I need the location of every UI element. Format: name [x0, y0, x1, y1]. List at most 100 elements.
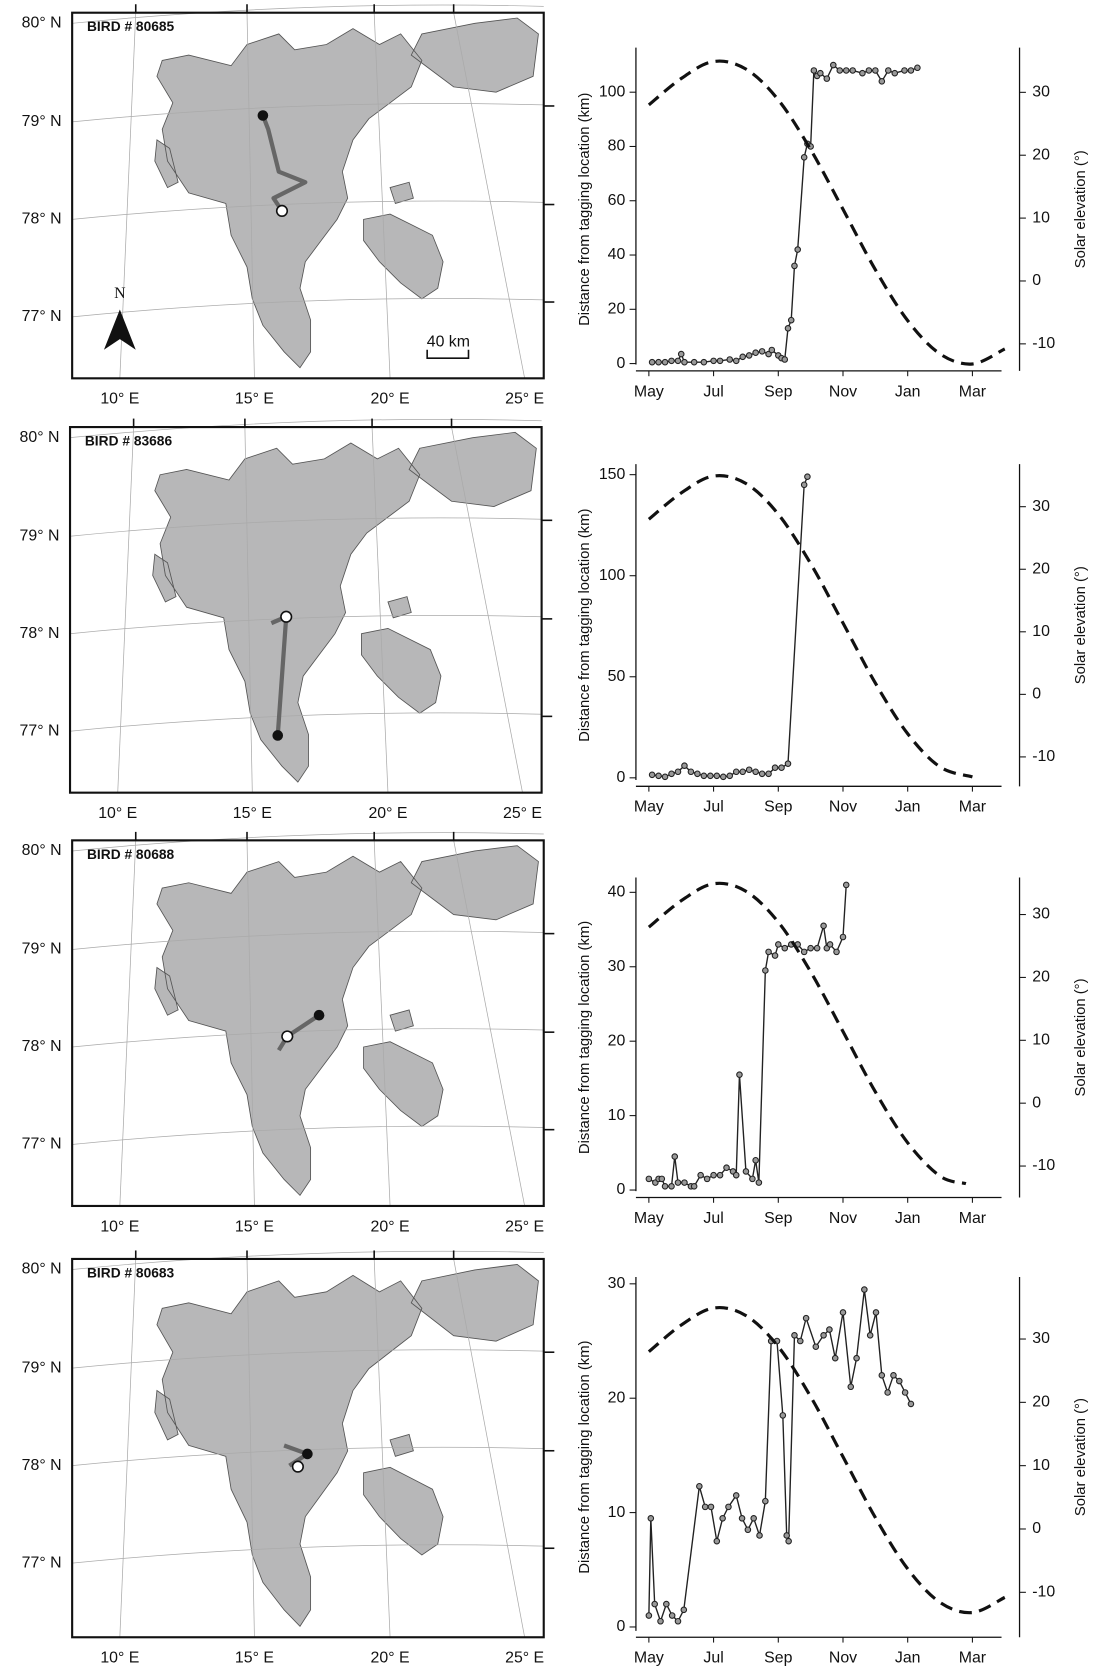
landmass — [154, 1263, 539, 1627]
distance-point — [663, 1600, 670, 1608]
scale-label: 40 km — [427, 333, 470, 350]
x-tick-label: Jan — [895, 383, 921, 400]
distance-point — [677, 350, 685, 358]
parallel — [72, 1125, 544, 1145]
distance-point — [907, 1400, 915, 1408]
y-tick-label: 80 — [608, 138, 626, 155]
y2-tick-label: 30 — [1032, 1330, 1050, 1347]
meridian — [371, 427, 389, 793]
x-tick-label: Jul — [703, 1210, 723, 1227]
y2-tick-label: -10 — [1032, 1584, 1055, 1601]
lon-label: 25° E — [505, 1218, 544, 1235]
distance-point — [690, 1183, 698, 1190]
lat-label: 79° N — [20, 527, 60, 544]
distance-point — [703, 1175, 711, 1183]
y2-tick-label: 0 — [1032, 1520, 1041, 1537]
distance-point — [674, 357, 682, 365]
lon-label: 15° E — [235, 1218, 274, 1235]
distance-point — [762, 1497, 769, 1505]
y-axis-label: Distance from tagging location (km) — [577, 921, 593, 1154]
distance-point — [661, 358, 669, 366]
x-tick-label: Mar — [959, 1650, 987, 1667]
distance-point — [755, 1179, 763, 1186]
lon-label: 15° E — [235, 1650, 274, 1667]
meridian — [246, 840, 255, 1206]
lat-label: 77° N — [22, 1136, 62, 1153]
y2-tick-label: -10 — [1032, 748, 1055, 765]
distance-point — [779, 1412, 787, 1419]
lat-label: 78° N — [22, 1457, 62, 1474]
distance-point — [739, 768, 746, 776]
distance-point — [826, 1326, 833, 1333]
distance-point — [787, 316, 795, 324]
solar-curve — [647, 1306, 1006, 1615]
y-tick-label: 30 — [608, 958, 626, 975]
distance-point — [719, 1515, 726, 1522]
lon-label: 10° E — [100, 1650, 139, 1667]
parallel — [72, 930, 544, 950]
landmass — [154, 17, 539, 369]
lat-label: 78° N — [20, 625, 60, 642]
distance-point — [690, 358, 698, 366]
distance-point — [668, 357, 675, 365]
start-point — [257, 110, 269, 121]
lon-label: 20° E — [371, 391, 410, 408]
tag-point — [280, 610, 293, 623]
y-axis-label: Distance from tagging location (km) — [577, 93, 593, 326]
distance-point — [668, 1612, 676, 1619]
distance-point — [836, 67, 844, 74]
distance-point — [701, 1503, 709, 1511]
lat-label: 77° N — [22, 1554, 62, 1571]
meridian — [373, 840, 391, 1206]
distance-point — [823, 75, 831, 82]
lon-label: 25° E — [503, 805, 542, 822]
map: BIRD # 80688 80° N 79° N 78° N 77° N 10° E 15°… — [22, 831, 555, 1235]
distance-point — [657, 1617, 664, 1625]
bird-label: BIRD # 83686 — [85, 434, 173, 449]
lon-label: 10° E — [98, 805, 137, 822]
solar-curve — [647, 59, 1006, 366]
distance-point — [914, 64, 921, 72]
meridian — [246, 1258, 255, 1638]
distance-point — [833, 948, 840, 956]
distance-point — [681, 762, 688, 769]
distance-point — [674, 768, 682, 776]
y-tick-label: 10 — [608, 1504, 626, 1521]
distance-point — [647, 1515, 655, 1522]
y2-tick-label: 10 — [1032, 209, 1050, 226]
distance-point — [784, 325, 792, 332]
distance-point — [842, 881, 850, 889]
distance-point — [781, 356, 789, 363]
track — [260, 114, 308, 213]
distance-point — [890, 1372, 897, 1379]
distance-point — [713, 1537, 721, 1545]
lat-label: 79° N — [22, 941, 62, 958]
distance-point — [771, 764, 779, 772]
meridian — [453, 12, 526, 379]
distance-point — [901, 1389, 909, 1396]
distance-point — [807, 944, 814, 952]
distance-point — [797, 1337, 804, 1345]
map: BIRD # 80685 80° N 79° N 78° N 77° N 10° E 15°… — [22, 4, 555, 408]
distance-point — [842, 67, 850, 74]
y-tick-label: 40 — [608, 884, 626, 901]
distance-point — [791, 262, 798, 270]
y2-axis-label: Solar elevation (°) — [1073, 978, 1089, 1096]
distance-point — [671, 1153, 679, 1160]
lat-label: 80° N — [22, 15, 62, 32]
distance-point — [884, 1389, 891, 1396]
distance-point — [707, 1503, 715, 1511]
start-point — [313, 1009, 325, 1021]
x-tick-label: May — [634, 799, 664, 816]
distance-point — [752, 768, 759, 776]
distance-point — [885, 67, 892, 74]
parallel — [72, 1349, 544, 1369]
distance-point — [839, 1309, 847, 1316]
distance-point — [768, 346, 776, 354]
y-tick-label: 20 — [608, 301, 626, 318]
distance-point — [765, 948, 772, 956]
map-frame — [71, 11, 545, 380]
distance-point — [732, 768, 740, 776]
distance-point — [826, 941, 834, 948]
distance-point — [710, 357, 717, 365]
